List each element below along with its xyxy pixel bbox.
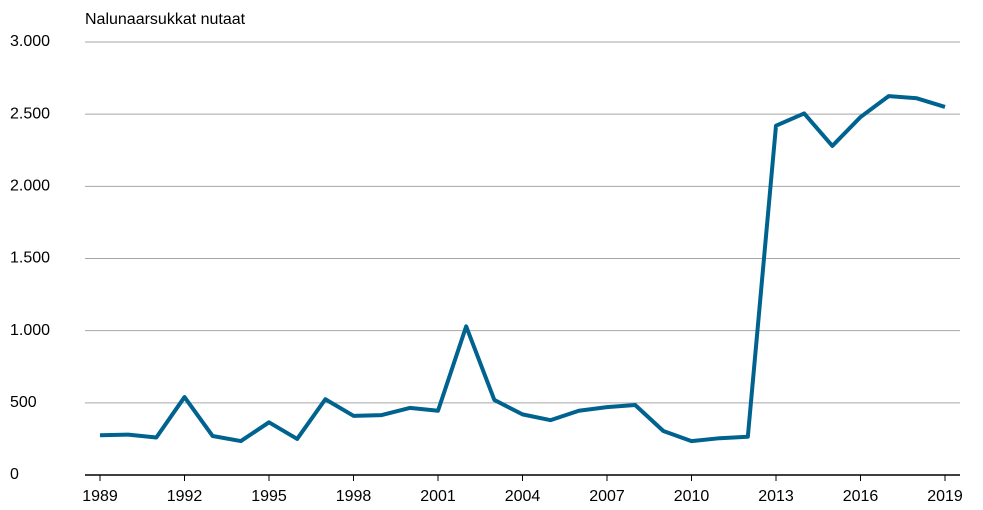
y-axis-label: Nalunaarsukkat nutaat	[85, 11, 246, 28]
x-tick-label: 1989	[82, 488, 118, 505]
data-line	[99, 94, 946, 444]
x-tick-label: 2004	[505, 488, 541, 505]
y-tick-label: 1.000	[10, 322, 50, 339]
y-tick-label: 2.500	[10, 105, 50, 122]
x-tick-label: 2007	[589, 488, 625, 505]
x-tick-label: 2010	[674, 488, 710, 505]
y-tick-label: 500	[10, 394, 37, 411]
y-tick-label: 1.500	[10, 250, 50, 267]
x-tick-label: 2001	[420, 488, 456, 505]
x-tick-label: 1998	[336, 488, 372, 505]
y-tick-label: 3.000	[10, 33, 50, 50]
y-tick-label: 0	[10, 466, 19, 483]
y-tick-label: 2.000	[10, 178, 50, 195]
x-tick-label: 2016	[843, 488, 879, 505]
x-tick-label: 1995	[251, 488, 287, 505]
x-tick-label: 2013	[758, 488, 794, 505]
x-tick-label: 1992	[167, 488, 203, 505]
x-tick-label: 2019	[927, 488, 963, 505]
